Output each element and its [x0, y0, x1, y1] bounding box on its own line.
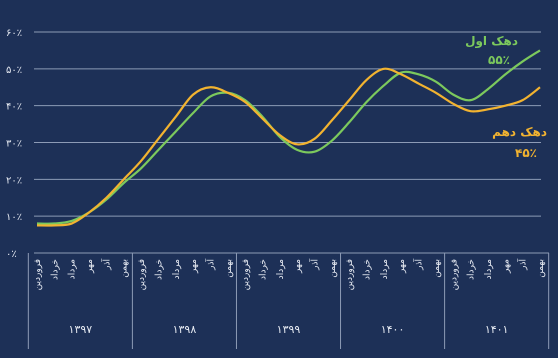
month-tick-label: مهر — [293, 259, 303, 274]
month-tick-label: خرداد — [363, 259, 373, 280]
month-tick-label: مهر — [501, 259, 511, 274]
y-tick-label: ۱۰٪ — [6, 212, 22, 223]
month-tick-label: مهر — [189, 259, 199, 274]
year-label: ۱۴۰۱ — [485, 323, 509, 336]
month-tick-label: مرداد — [380, 259, 390, 279]
year-label: ۱۳۹۹ — [277, 323, 301, 336]
y-tick-label: ۵۰٪ — [6, 65, 22, 76]
month-tick-label: خرداد — [154, 259, 164, 280]
legend-value-series-1: ۵۵٪ — [488, 53, 510, 67]
month-tick-label: بهمن — [536, 259, 546, 278]
series-line-1 — [36, 49, 541, 225]
y-axis: ۰٪ ۱۰٪ ۲۰٪ ۳۰٪ ۴۰٪ ۵۰٪ ۶۰٪ — [6, 28, 22, 260]
x-axis: ۱۳۹۷ فروردین خرداد مرداد مهر آذر بهمن ۱۳۹۸ فرورد… — [27, 252, 550, 349]
month-tick-label: آذر — [100, 259, 112, 271]
month-tick-label: آذر — [517, 259, 529, 271]
month-tick-label: خرداد — [467, 259, 477, 280]
series-lines — [36, 49, 541, 227]
y-tick-label: ۴۰٪ — [6, 102, 22, 113]
month-tick-label: مرداد — [484, 259, 494, 279]
month-tick-label: مهر — [85, 259, 95, 274]
month-tick-label: مرداد — [172, 259, 182, 279]
month-tick-label: آذر — [413, 259, 425, 271]
legend: دهک اول ۵۵٪ دهک دهم ۴۵٪ — [465, 34, 547, 160]
month-tick-label: بهمن — [120, 259, 130, 278]
legend-label-series-2: دهک دهم — [492, 125, 547, 139]
month-tick-label: فروردین — [449, 259, 459, 290]
year-label: ۱۴۰۰ — [381, 323, 405, 336]
month-tick-label: بهمن — [328, 259, 338, 278]
month-tick-label: مرداد — [276, 259, 286, 279]
y-tick-label: ۳۰٪ — [6, 139, 22, 150]
month-tick-label: آذر — [204, 259, 216, 271]
month-tick-label: آذر — [309, 259, 321, 271]
month-tick-label: خرداد — [258, 259, 268, 280]
y-tick-label: ۲۰٪ — [6, 175, 22, 186]
month-tick-label: فروردین — [33, 259, 43, 290]
month-tick-label: فروردین — [345, 259, 355, 290]
year-label: ۱۳۹۸ — [173, 323, 197, 336]
y-tick-label: ۰٪ — [6, 249, 17, 260]
month-tick-label: فروردین — [137, 259, 147, 290]
month-tick-label: مرداد — [68, 259, 78, 279]
month-tick-label: فروردین — [241, 259, 251, 290]
series-line-2 — [36, 67, 541, 227]
month-tick-label: خرداد — [50, 259, 60, 280]
y-tick-label: ۶۰٪ — [6, 28, 22, 39]
month-tick-label: بهمن — [432, 259, 442, 278]
legend-value-series-2: ۴۵٪ — [515, 146, 537, 160]
month-tick-label: بهمن — [224, 259, 234, 278]
month-tick-label: مهر — [397, 259, 407, 274]
legend-label-series-1: دهک اول — [465, 34, 518, 49]
year-label: ۱۳۹۷ — [69, 323, 93, 336]
